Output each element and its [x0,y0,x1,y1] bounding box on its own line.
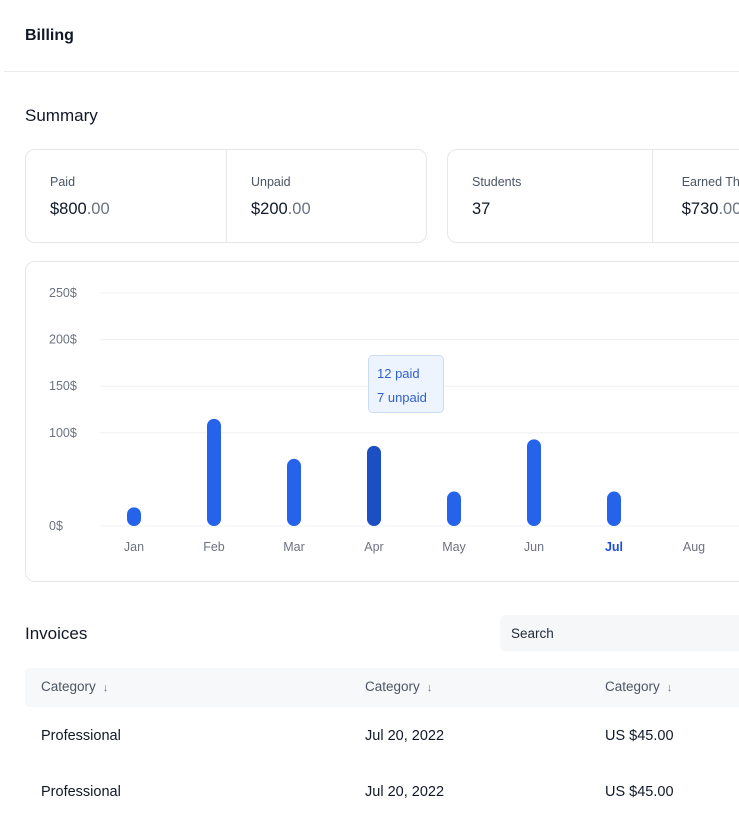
cell-amount: US $45.00 [605,784,674,800]
arrow-down-icon: ↓ [102,682,109,694]
column-header[interactable]: Category ↓ [365,679,432,694]
tooltip-paid: 12 paid [377,366,420,381]
stat-value: $800.00 [50,200,110,219]
table-row[interactable]: Professional Jul 20, 2022 US $45.00 [25,764,739,820]
y-tick-label: 200$ [49,333,77,347]
stat-amount: 37 [472,200,491,218]
payment-stats-card: Paid $800.00 Unpaid $200.00 [25,149,427,243]
stat-cents: .00 [287,200,311,218]
y-tick-label: 150$ [49,379,77,393]
y-tick-label: 250$ [49,286,77,300]
column-header-label: Category [605,679,660,694]
stat-label: Students [472,175,522,189]
stat-amount: $730 [681,200,719,218]
bar-jan [127,507,141,526]
x-tick-label: Aug [683,540,705,554]
bar-jun [527,439,541,526]
table-row[interactable]: Professional Jul 20, 2022 US $45.00 [25,708,739,764]
page-title: Billing [25,27,74,44]
arrow-down-icon: ↓ [666,682,673,694]
y-tick-label: 0$ [49,519,63,533]
summary-title: Summary [25,106,98,125]
arrow-down-icon: ↓ [426,682,433,694]
cell-category: Professional [41,728,121,744]
x-tick-label: Apr [364,540,383,554]
cell-amount: US $45.00 [605,728,674,744]
column-header-label: Category [41,679,96,694]
cell-date: Jul 20, 2022 [365,728,445,744]
stat-amount: $200 [251,200,288,218]
stat-value: 37 [472,200,490,219]
stat-amount: $800 [50,200,87,218]
x-tick-label: Jul [605,540,623,554]
stat-value: $200.00 [251,200,311,219]
billing-bar-chart: 0$ 100$ 150$ 200$ 250$ Jan Feb Mar Apr May Jun Jul A… [49,286,739,554]
cell-date: Jul 20, 2022 [365,784,445,800]
stat-unpaid: Unpaid $200.00 [226,150,426,242]
student-stats-card: Students 37 Earned This Month $730.00 [447,149,739,243]
bar-feb [207,418,221,526]
x-tick-label: Jan [124,540,144,554]
x-tick-label: Mar [283,540,305,554]
stat-cents: .00 [86,200,110,218]
bar-jul [607,491,621,526]
table-header: Category ↓ Category ↓ Category ↓ [25,668,739,707]
stat-label: Paid [50,175,76,189]
bar-apr [367,445,381,526]
tooltip-unpaid: 7 unpaid [377,390,427,405]
chart-card [25,261,739,582]
stat-earned: Earned This Month $730.00 [651,150,739,242]
invoices-title: Invoices [25,624,88,643]
stat-cents: .00 [718,200,739,218]
stat-students: Students 37 [448,150,652,242]
column-header[interactable]: Category ↓ [605,679,672,694]
stat-label: Earned This Month [681,175,739,189]
search-input[interactable] [500,615,739,651]
stat-paid: Paid $800.00 [26,150,226,242]
bar-may [447,491,461,526]
stat-value: $730.00 [682,200,739,219]
column-header-label: Category [365,679,420,694]
column-header[interactable]: Category ↓ [41,679,108,694]
header-divider [4,71,739,72]
x-tick-label: Feb [203,540,225,554]
x-tick-label: May [442,540,466,554]
cell-category: Professional [41,784,121,800]
y-tick-label: 100$ [49,426,77,440]
x-tick-label: Jun [524,540,544,554]
bar-mar [287,458,301,526]
chart-tooltip: 12 paid 7 unpaid [368,355,444,413]
stat-label: Unpaid [251,175,291,189]
